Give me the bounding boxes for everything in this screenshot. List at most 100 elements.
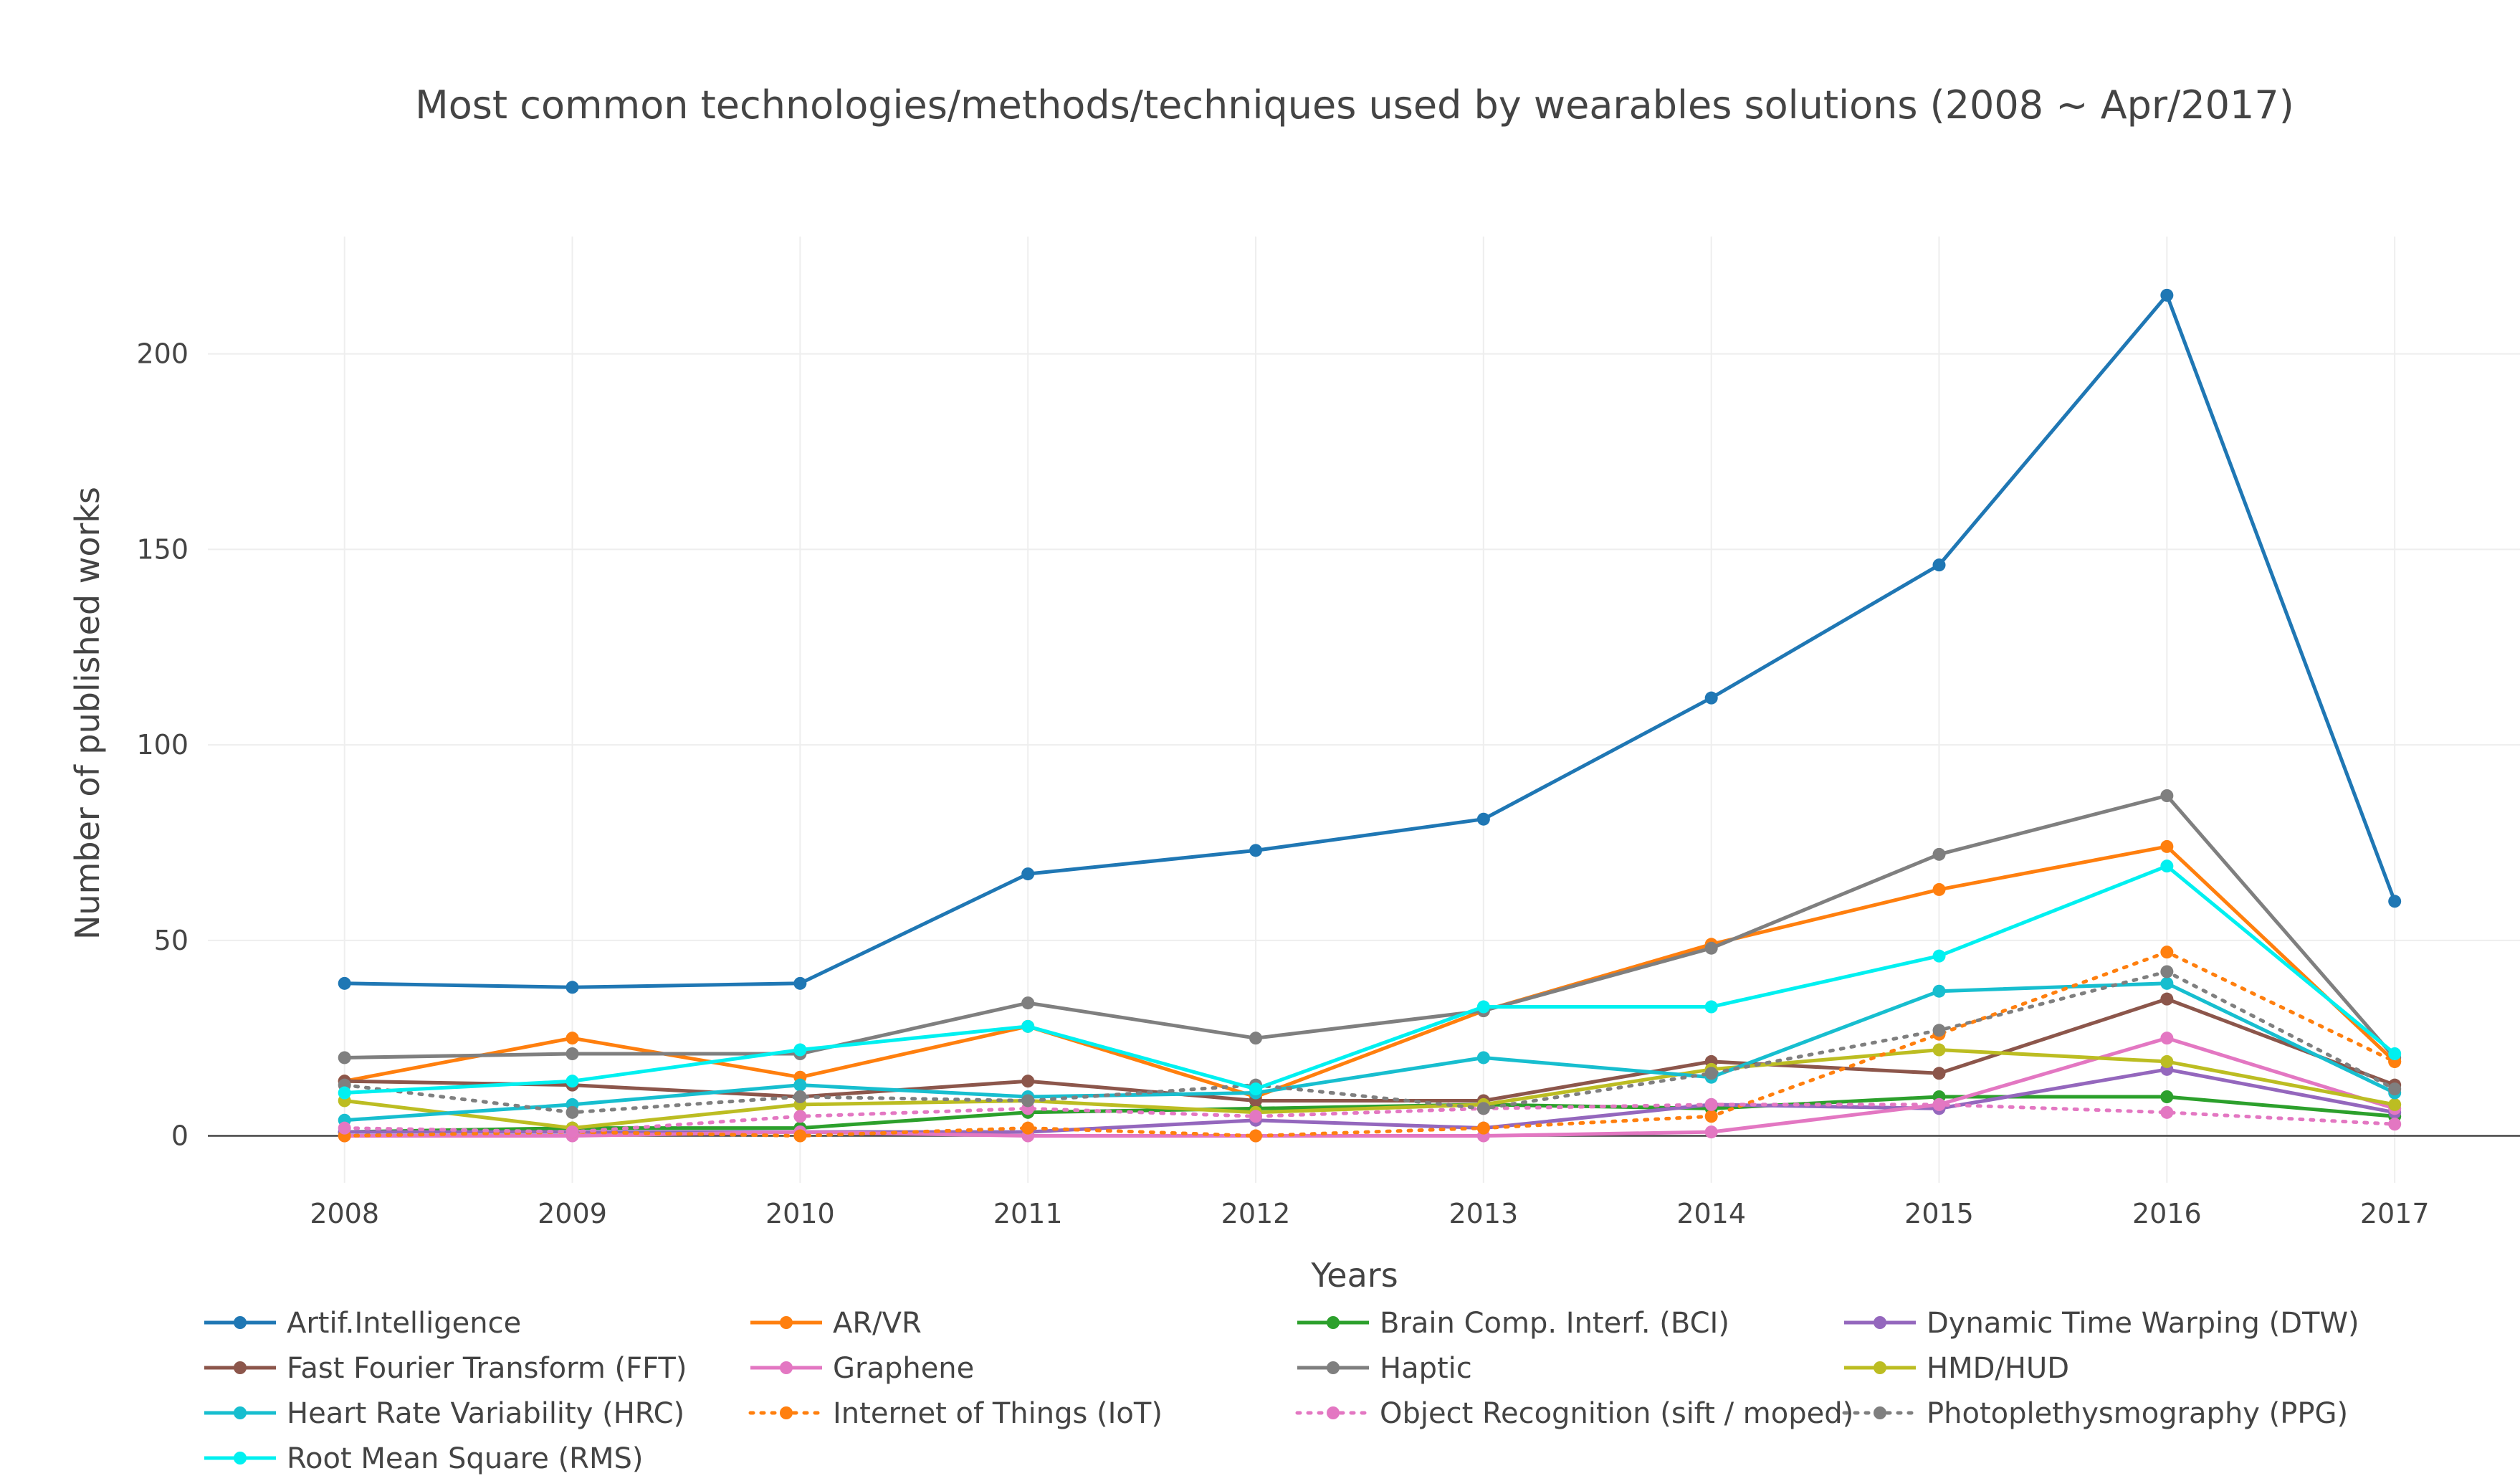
data-point xyxy=(793,1078,807,1092)
legend-swatch-marker xyxy=(234,1316,247,1329)
data-point xyxy=(2160,1054,2174,1068)
legend-item-root-mean-square-rms[interactable]: Root Mean Square (RMS) xyxy=(204,1442,643,1475)
legend-item-heart-rate-variability-hrc[interactable]: Heart Rate Variability (HRC) xyxy=(204,1397,684,1430)
legend-swatch-marker xyxy=(1874,1361,1886,1374)
legend-label: Haptic xyxy=(1380,1352,1472,1385)
series-line-haptic xyxy=(344,794,2397,1059)
x-tick-label: 2012 xyxy=(1221,1198,1291,1229)
data-point xyxy=(1249,1110,1263,1123)
legend-swatch-marker xyxy=(1874,1406,1886,1419)
data-point xyxy=(2160,946,2174,959)
data-point xyxy=(1704,1125,1718,1139)
data-point xyxy=(2388,1082,2402,1096)
legend-item-ar-vr[interactable]: AR/VR xyxy=(750,1307,922,1340)
data-point xyxy=(2160,789,2174,802)
x-tick-label: 2016 xyxy=(2132,1198,2202,1229)
series-line-artif-intelligence xyxy=(344,293,2397,989)
gridlines xyxy=(208,237,2520,1183)
legend-item-fast-fourier-transform-fft[interactable]: Fast Fourier Transform (FFT) xyxy=(204,1352,687,1385)
x-tick-labels: 2008 2009 2010 2011 2012 2013 2014 2015 2016 2017 xyxy=(310,1198,2429,1229)
series-line-heart-rate-variability-hrc xyxy=(344,981,2396,1123)
legend-item-photoplethysmography-ppg[interactable]: Photoplethysmography (PPG) xyxy=(1842,1397,2348,1430)
legend-swatch-marker xyxy=(780,1316,793,1329)
legend-label: AR/VR xyxy=(833,1307,922,1340)
data-point xyxy=(2160,1032,2174,1045)
series-line-ar-vr xyxy=(344,844,2396,1099)
data-point xyxy=(1476,1121,1490,1135)
data-point xyxy=(1932,558,1946,572)
data-point xyxy=(2160,992,2174,1006)
legend-label: Dynamic Time Warping (DTW) xyxy=(1927,1307,2359,1340)
legend-item-brain-comp-interf-bci[interactable]: Brain Comp. Interf. (BCI) xyxy=(1297,1307,1729,1340)
data-point xyxy=(565,1047,579,1060)
legend-item-object-recognition-sift-moped[interactable]: Object Recognition (sift / moped) xyxy=(1295,1397,1853,1430)
chart-title: Most common technologies/methods/techniq… xyxy=(415,82,2294,128)
data-point xyxy=(1021,1121,1035,1135)
data-point xyxy=(565,1125,579,1139)
data-point xyxy=(1249,1032,1263,1045)
data-point xyxy=(338,1121,351,1135)
series-line-hmd-hud xyxy=(344,1048,2395,1130)
series-line-brain-comp-interf-bci xyxy=(344,1095,2395,1134)
x-tick-label: 2011 xyxy=(993,1198,1063,1229)
data-point xyxy=(1932,1067,1946,1080)
data-point xyxy=(1021,1094,1035,1108)
legend-label: Internet of Things (IoT) xyxy=(833,1397,1163,1430)
data-point xyxy=(1932,847,1946,861)
legend-label: Graphene xyxy=(833,1352,974,1385)
data-point xyxy=(2160,1105,2174,1119)
data-point xyxy=(793,1110,807,1123)
data-point xyxy=(793,976,807,990)
x-axis-label: Years xyxy=(1310,1256,1398,1295)
data-point xyxy=(1932,1043,1946,1057)
legend-swatch-marker xyxy=(1327,1361,1340,1374)
data-point xyxy=(565,981,579,994)
data-point xyxy=(1704,941,1718,955)
data-point xyxy=(1704,691,1718,705)
data-point xyxy=(2388,1097,2402,1111)
legend-item-hmd-hud[interactable]: HMD/HUD xyxy=(1844,1352,2069,1385)
data-point xyxy=(2388,1118,2402,1131)
series-layer xyxy=(338,288,2402,1143)
data-point xyxy=(1249,1129,1263,1143)
legend-item-internet-of-things-iot[interactable]: Internet of Things (IoT) xyxy=(748,1397,1163,1430)
data-point xyxy=(2160,965,2174,978)
y-tick-label: 0 xyxy=(171,1120,188,1152)
x-tick-label: 2014 xyxy=(1676,1198,1746,1229)
data-point xyxy=(2160,839,2174,853)
series-line-fast-fourier-transform-fft xyxy=(344,997,2396,1103)
data-point xyxy=(1476,1102,1490,1115)
legend-item-haptic[interactable]: Haptic xyxy=(1297,1352,1472,1385)
data-point xyxy=(1021,1075,1035,1088)
legend-swatch-marker xyxy=(780,1406,793,1419)
legend-item-dynamic-time-warping-dtw[interactable]: Dynamic Time Warping (DTW) xyxy=(1844,1307,2359,1340)
legend-swatch-marker xyxy=(1874,1316,1886,1329)
series-line-graphene xyxy=(344,1036,2395,1138)
legend-item-graphene[interactable]: Graphene xyxy=(750,1352,974,1385)
legend-label: Heart Rate Variability (HRC) xyxy=(287,1397,684,1430)
data-point xyxy=(1021,867,1035,881)
data-point xyxy=(1704,1067,1718,1080)
data-point xyxy=(1476,812,1490,826)
y-tick-label: 150 xyxy=(136,533,188,565)
legend-swatch-marker xyxy=(234,1452,247,1465)
data-point xyxy=(338,1086,351,1100)
x-tick-label: 2015 xyxy=(1904,1198,1974,1229)
data-point xyxy=(2388,895,2402,908)
data-point xyxy=(1249,1082,1263,1096)
x-tick-label: 2013 xyxy=(1449,1198,1519,1229)
y-tick-labels: 0 50 100 150 200 xyxy=(136,338,188,1152)
legend-label: Photoplethysmography (PPG) xyxy=(1927,1397,2348,1430)
legend-label: Artif.Intelligence xyxy=(287,1307,521,1340)
data-point xyxy=(1932,949,1946,963)
data-point xyxy=(2388,1047,2402,1060)
legend-swatch-marker xyxy=(1327,1406,1340,1419)
y-tick-label: 50 xyxy=(154,925,188,956)
x-tick-label: 2008 xyxy=(310,1198,379,1229)
legend-label: Fast Fourier Transform (FFT) xyxy=(287,1352,687,1385)
data-point xyxy=(338,976,351,990)
legend-item-artif-intelligence[interactable]: Artif.Intelligence xyxy=(204,1307,521,1340)
data-point xyxy=(338,1051,351,1065)
